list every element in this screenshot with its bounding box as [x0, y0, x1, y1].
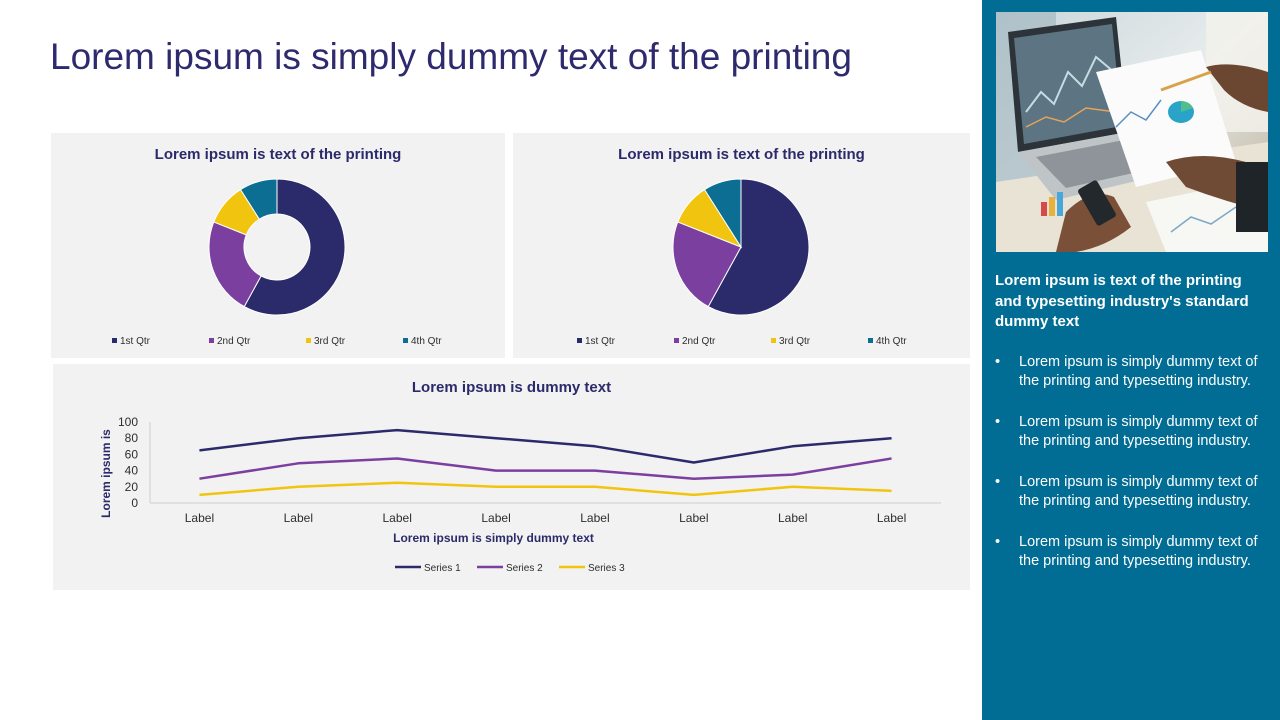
sidebar-heading: Lorem ipsum is text of the printing and …: [995, 272, 1249, 330]
x-tick-label: Label: [481, 511, 510, 525]
legend-label: 4th Qtr: [411, 336, 442, 347]
pie-slice-1: [707, 178, 810, 316]
legend-label: 4th Qtr: [876, 336, 907, 347]
x-axis-title: Lorem ipsum is simply dummy text: [393, 531, 594, 545]
y-tick-label: 20: [125, 480, 139, 494]
bullet-icon: •: [995, 473, 1001, 490]
x-tick-label: Label: [877, 511, 906, 525]
x-tick-label: Label: [185, 511, 214, 525]
legend-label: 2nd Qtr: [217, 336, 251, 347]
doughnut-chart-title: Lorem ipsum is text of the printing: [154, 146, 402, 163]
series-line-3: [199, 481, 892, 497]
x-tick-label: Label: [778, 511, 807, 525]
x-tick-label: Label: [284, 511, 313, 525]
sidebar-bullet-item: • Lorem ipsum is simply dummy text of the…: [995, 473, 1270, 511]
legend-label: 3rd Qtr: [314, 336, 346, 347]
sidebar-bullet-item: • Lorem ipsum is simply dummy text of the…: [995, 533, 1270, 571]
y-tick-label: 40: [125, 464, 139, 478]
y-tick-label: 80: [125, 431, 139, 445]
sidebar-bullet-text: Lorem ipsum is simply dummy text of the …: [1019, 533, 1258, 569]
sidebar-bullet-text: Lorem ipsum is simply dummy text of the …: [1019, 413, 1258, 450]
pie-slice-1: [243, 178, 346, 316]
legend-label: Series 1: [424, 563, 461, 574]
line-chart: 0 20 40 60 80 100 Label Label Label Label Label Lab…: [99, 415, 941, 574]
legend-swatch: [209, 338, 214, 343]
bullet-icon: •: [995, 413, 1001, 430]
bullet-icon: •: [995, 533, 1001, 550]
y-tick-label: 100: [118, 415, 138, 429]
sidebar-bullet-item: • Lorem ipsum is simply dummy text of the…: [995, 413, 1270, 451]
legend-swatch: [403, 338, 408, 343]
pie-chart-panel: Lorem ipsum is text of the printing 1st …: [513, 133, 970, 358]
legend-label: 2nd Qtr: [682, 336, 716, 347]
x-tick-label: Label: [580, 511, 609, 525]
sidebar-bullet-list: • Lorem ipsum is simply dummy text of the…: [995, 353, 1270, 593]
y-tick-label: 60: [125, 447, 139, 461]
series-line-1: [199, 428, 892, 464]
business-analytics-photo-icon: [996, 12, 1268, 252]
series-line-2: [199, 457, 892, 480]
legend-label: 1st Qtr: [585, 336, 616, 347]
legend-swatch: [674, 338, 679, 343]
pie-slice-4: [703, 178, 742, 249]
legend-swatch: [577, 338, 582, 343]
sidebar-bullet-item: • Lorem ipsum is simply dummy text of the…: [995, 353, 1270, 391]
pie-chart: 1st Qtr 2nd Qtr 3rd Qtr 4th Qtr: [577, 178, 907, 347]
legend-swatch: [112, 338, 117, 343]
pie-slice-2: [672, 221, 742, 308]
x-tick-label: Label: [679, 511, 708, 525]
line-chart-panel: Lorem ipsum is dummy text 0 20 40 60 80 100 La…: [53, 364, 970, 590]
legend-swatch: [771, 338, 776, 343]
sidebar-bullet-text: Lorem ipsum is simply dummy text of the …: [1019, 354, 1258, 390]
doughnut-chart: 1st Qtr 2nd Qtr 3rd Qtr 4th Qtr: [112, 178, 442, 347]
y-tick-label: 0: [131, 496, 138, 510]
legend-swatch: [868, 338, 873, 343]
bullet-icon: •: [995, 354, 1001, 370]
sidebar: Lorem ipsum is text of the printing and …: [982, 0, 1280, 720]
pie-slice-4: [239, 178, 278, 220]
photo-illustration: [996, 12, 1268, 252]
legend-label: 3rd Qtr: [779, 336, 811, 347]
sidebar-bullet-text: Lorem ipsum is simply dummy text of the …: [1019, 473, 1258, 510]
legend-label: Series 3: [588, 563, 625, 574]
pie-chart-title: Lorem ipsum is text of the printing: [618, 146, 865, 163]
x-tick-label: Label: [383, 511, 412, 525]
doughnut-chart-panel: Lorem ipsum is text of the printing 1st …: [51, 133, 505, 358]
legend-label: 1st Qtr: [120, 336, 151, 347]
line-chart-title: Lorem ipsum is dummy text: [411, 379, 612, 396]
legend-swatch: [306, 338, 311, 343]
legend-label: Series 2: [506, 563, 543, 574]
slide-title: Lorem ipsum is simply dummy text of the …: [50, 36, 852, 77]
y-axis-title: Lorem ipsum is: [99, 429, 113, 518]
pie-slice-2: [208, 221, 262, 308]
